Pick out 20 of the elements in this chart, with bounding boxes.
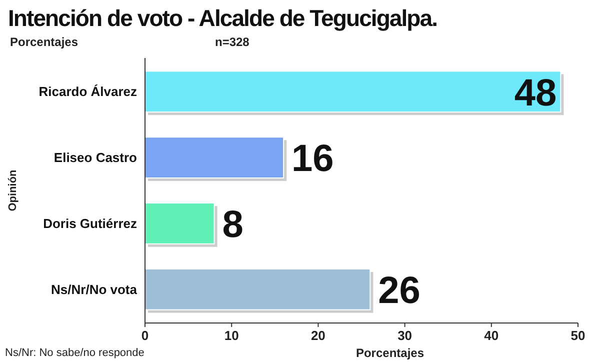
x-axis-title: Porcentajes [356,346,424,360]
data-label: 8 [222,204,244,246]
y-tick-label: Ns/Nr/No vota [51,282,138,297]
y-axis-title: Opinión [7,169,19,212]
x-tick-label: 10 [224,328,239,343]
chart-title: Intención de voto - Alcalde de Tegucigalpa. [8,5,438,31]
text: n=328 [215,35,250,49]
x-tick-label: 20 [310,328,326,343]
x-tick-label: 30 [398,328,412,343]
x-tick-label: 0 [141,328,149,343]
data-label: 48 [514,72,557,114]
y-tick-label: Eliseo Castro [54,150,138,166]
y-tick-label: Doris Gutiérrez [43,216,138,232]
x-tick-label: 50 [570,328,586,343]
x-tick-label: 40 [484,328,499,343]
data-label: 26 [378,270,420,312]
y-tick-label: Ricardo Álvarez [38,84,138,100]
data-label: 16 [292,138,334,180]
text: Ns/Nr: No sabe/no responde [5,347,144,359]
text: Porcentajes [10,35,78,49]
